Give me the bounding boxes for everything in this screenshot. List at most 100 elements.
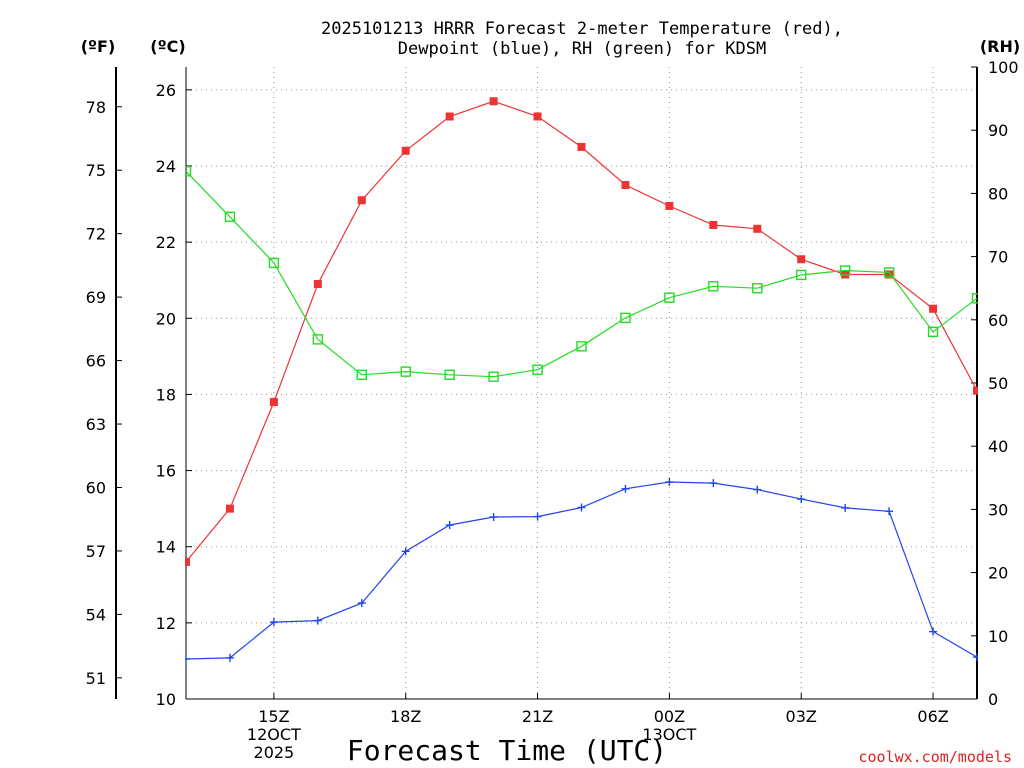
x-tick-label: 15Z xyxy=(258,707,289,726)
rh-point xyxy=(576,341,587,352)
fahrenheit-tick-label: 78 xyxy=(86,98,106,117)
rh-line xyxy=(185,170,978,378)
fahrenheit-tick-label: 69 xyxy=(86,288,106,307)
rh-tick-label: 100 xyxy=(988,58,1019,77)
dewpoint-point xyxy=(929,627,938,636)
rh-point xyxy=(224,211,236,222)
temperature-point xyxy=(621,181,630,190)
celsius-tick-label: 12 xyxy=(156,614,176,633)
x-tick-label: 12OCT xyxy=(247,725,301,744)
x-tick-label: 13OCT xyxy=(642,725,696,744)
fahrenheit-tick-label: 75 xyxy=(86,161,106,180)
fahrenheit-tick-label: 66 xyxy=(86,352,106,371)
x-tick-label: 18Z xyxy=(390,707,421,726)
fahrenheit-tick-label: 54 xyxy=(86,605,106,624)
temperature-point xyxy=(709,221,718,229)
dewpoint-point xyxy=(445,521,454,530)
dewpoint-point xyxy=(709,479,718,488)
dewpoint-point xyxy=(577,503,586,512)
fahrenheit-tick-label: 51 xyxy=(86,669,106,688)
rh-point xyxy=(839,265,851,276)
temperature-point xyxy=(753,224,762,233)
rh-tick-label: 60 xyxy=(988,311,1008,330)
x-tick-label: 03Z xyxy=(786,707,817,726)
dewpoint-point xyxy=(665,477,674,486)
rh-point xyxy=(444,369,455,380)
rh-tick-label: 50 xyxy=(988,374,1008,393)
rh-tick-label: 90 xyxy=(988,121,1008,140)
temperature-point xyxy=(357,196,366,205)
x-tick-label: 06Z xyxy=(917,707,948,726)
axes xyxy=(115,67,978,700)
celsius-tick-label: 24 xyxy=(156,157,176,176)
dewpoint-point xyxy=(357,599,366,608)
temperature-point xyxy=(225,504,234,513)
celsius-tick-label: 10 xyxy=(156,690,176,709)
celsius-tick-label: 22 xyxy=(156,233,176,252)
rh-series xyxy=(185,166,978,382)
x-tick-label: 00Z xyxy=(654,707,685,726)
rh-point xyxy=(971,293,978,304)
rh-point xyxy=(488,371,499,382)
temperature-point xyxy=(665,201,674,210)
series-layer xyxy=(185,97,978,664)
fahrenheit-tick-label: 63 xyxy=(86,415,106,434)
dewpoint-point xyxy=(973,653,978,662)
tick-labels: 10 12 14 16 18 20 22 24 26 51 54 57 60 63 66 69 72 75 78 0 1… xyxy=(86,58,1019,762)
rh-tick-label: 20 xyxy=(988,564,1008,583)
dewpoint-point xyxy=(313,616,322,625)
chart-title-line-2: Dewpoint (blue), RH (green) for KDSM xyxy=(398,39,766,59)
rh-tick-label: 70 xyxy=(988,248,1008,267)
rh-tick-label: 40 xyxy=(988,437,1008,456)
credit-text: coolwx.com/models xyxy=(858,748,1012,766)
rh-tick-label: 30 xyxy=(988,500,1008,519)
temperature-point xyxy=(797,255,806,264)
x-axis-label: Forecast Time (UTC) xyxy=(347,734,667,767)
chart-title-line-1: 2025101213 HRRR Forecast 2-meter Tempera… xyxy=(321,19,843,39)
temperature-point xyxy=(533,112,542,121)
rh-point xyxy=(708,281,719,292)
temperature-point xyxy=(185,557,190,566)
dewpoint-point xyxy=(533,512,542,521)
x-tick-label: 2025 xyxy=(254,743,295,762)
rh-tick-label: 0 xyxy=(988,690,998,709)
rh-point xyxy=(796,269,807,281)
dewpoint-point xyxy=(225,653,234,662)
celsius-tick-label: 14 xyxy=(156,538,176,557)
rh-point xyxy=(927,326,939,338)
rh-point xyxy=(664,292,675,303)
rh-point xyxy=(400,366,411,377)
rh-tick-label: 10 xyxy=(988,627,1008,646)
celsius-tick-label: 16 xyxy=(156,462,176,481)
rh-tick-label: 80 xyxy=(988,184,1008,203)
fahrenheit-tick-label: 60 xyxy=(86,478,106,497)
celsius-tick-label: 26 xyxy=(156,81,176,100)
dewpoint-point xyxy=(753,485,762,494)
dewpoint-point xyxy=(841,503,850,512)
celsius-axis-unit: (ºC) xyxy=(150,37,185,56)
temperature-series xyxy=(185,97,978,566)
temperature-line xyxy=(185,100,978,563)
rh-point xyxy=(620,312,631,324)
grid-lines xyxy=(186,67,977,699)
dewpoint-point xyxy=(489,513,498,522)
dewpoint-point xyxy=(401,547,410,556)
rh-point xyxy=(532,364,543,375)
rh-point xyxy=(752,283,763,294)
fahrenheit-tick-label: 72 xyxy=(86,225,106,244)
x-tick-label: 21Z xyxy=(522,707,553,726)
rh-point xyxy=(883,267,895,278)
fahrenheit-tick-label: 57 xyxy=(86,542,106,561)
dewpoint-point xyxy=(185,655,190,664)
temperature-point xyxy=(489,97,498,106)
dewpoint-series xyxy=(185,477,978,664)
celsius-tick-label: 18 xyxy=(156,385,176,404)
temperature-point xyxy=(973,386,978,395)
celsius-tick-label: 20 xyxy=(156,309,176,328)
temperature-point xyxy=(269,398,278,407)
rh-point xyxy=(356,369,367,380)
rh-point xyxy=(312,334,324,345)
dewpoint-point xyxy=(797,495,806,504)
temperature-point xyxy=(929,304,938,313)
